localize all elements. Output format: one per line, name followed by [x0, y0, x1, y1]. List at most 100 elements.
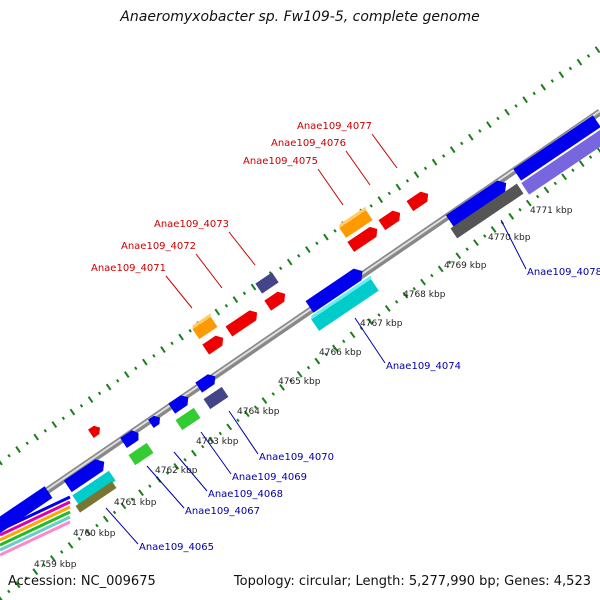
tick-mark: [32, 568, 39, 576]
tick-mark: [69, 408, 76, 416]
gene-arrow-green: [175, 407, 201, 431]
tick-mark: [306, 365, 311, 370]
tick-mark: [105, 383, 112, 391]
tick-mark: [413, 171, 420, 179]
kbp-label: 4763 kbp: [196, 437, 239, 447]
tick-mark: [236, 418, 240, 423]
leader-line: [146, 465, 185, 509]
gene-arrow-olive: [75, 481, 117, 513]
tick-mark: [97, 391, 102, 396]
topology-text: Topology: circular; Length: 5,277,990 bp…: [233, 574, 591, 589]
stripe-green: [0, 510, 71, 547]
gene-arrow-gray: [450, 183, 524, 239]
gene-label-bottom: Anae109_4074: [386, 361, 461, 372]
tick-mark: [447, 260, 452, 265]
tick-mark: [594, 46, 600, 54]
tick-mark: [243, 410, 250, 418]
gene-arrow-red: [347, 226, 378, 252]
tick-mark: [25, 441, 29, 446]
tick-mark: [33, 433, 40, 441]
tick-mark: [490, 226, 497, 233]
tick-mark: [324, 352, 328, 357]
gene-arrow-cyan: [72, 470, 116, 506]
tick-mark: [342, 339, 346, 344]
inner-tick-track: [0, 147, 600, 600]
gene-arrow-cyan: [311, 275, 379, 331]
figure-title: Anaeromyxobacter sp. Fw109-5, complete g…: [120, 9, 480, 25]
tick-mark: [95, 523, 99, 528]
gene-label-bottom: Anae109_4067: [185, 506, 260, 517]
tick-mark: [85, 528, 92, 536]
tick-mark: [588, 155, 593, 159]
tick-mark: [384, 305, 391, 312]
tick-mark: [455, 252, 462, 260]
tick-mark: [43, 428, 47, 433]
tick-mark: [24, 576, 29, 581]
leader-line: [165, 275, 193, 309]
tick-mark: [242, 291, 247, 296]
kbp-label: 4764 kbp: [237, 407, 280, 417]
tick-mark: [296, 370, 303, 378]
tick-mark: [323, 233, 329, 241]
tick-mark: [253, 405, 258, 409]
tick-mark: [496, 116, 500, 121]
tick-mark: [42, 563, 46, 567]
tick-mark: [387, 191, 391, 196]
genome-backbone: [0, 109, 600, 526]
tick-mark: [142, 358, 148, 366]
reverse-strand-genes: [0, 129, 600, 534]
leader-line: [345, 150, 371, 186]
gene-arrow-red: [378, 210, 401, 231]
gene-arrow-red: [202, 335, 224, 355]
gene-label-bottom: Anae109_4068: [208, 489, 283, 500]
tick-mark: [134, 366, 138, 371]
gene-arrow-lavender: [521, 129, 600, 195]
leader-line: [173, 451, 208, 492]
gene-label-top: Anae109_4073: [154, 219, 229, 230]
tick-mark: [173, 462, 180, 470]
tick-mark: [395, 183, 402, 191]
leader-line: [228, 410, 259, 455]
tick-mark: [518, 207, 522, 212]
kbp-label: 4767 kbp: [360, 319, 403, 329]
tick-mark: [586, 54, 591, 58]
tick-mark: [286, 258, 293, 266]
tick-mark: [449, 146, 456, 154]
gene-arrow-blue: [63, 459, 105, 493]
tick-mark: [369, 204, 373, 208]
tick-mark: [578, 160, 585, 168]
tick-mark: [377, 313, 381, 317]
tick-mark: [87, 396, 94, 403]
leader-line: [228, 231, 256, 266]
kbp-label: 4769 kbp: [444, 261, 487, 271]
tick-mark: [188, 329, 192, 333]
tick-mark: [297, 254, 301, 258]
gene-arrow-red: [225, 310, 258, 337]
gene-arrow-orange: [339, 206, 373, 238]
gene-label-bottom: Anae109_4070: [259, 452, 334, 463]
tick-mark: [514, 104, 518, 108]
kbp-label: 4761 kbp: [114, 498, 157, 508]
tick-mark: [271, 392, 275, 396]
tick-mark: [486, 121, 492, 129]
tick-mark: [349, 331, 356, 339]
tick-mark: [123, 371, 130, 378]
leader-line: [317, 168, 344, 206]
tick-mark: [278, 266, 283, 271]
tick-mark: [49, 555, 56, 562]
tick-mark: [51, 421, 58, 428]
tick-mark: [367, 318, 374, 325]
tick-mark: [402, 291, 409, 299]
tick-mark: [473, 239, 479, 247]
gene-arrow-blue: [513, 115, 600, 181]
gene-label-top: Anae109_4072: [121, 241, 196, 252]
gene-arrow-navy: [255, 272, 279, 294]
tick-mark: [561, 173, 567, 181]
tick-mark: [508, 212, 515, 220]
tick-mark: [14, 581, 21, 589]
leader-line: [105, 507, 139, 545]
tick-mark: [67, 541, 74, 549]
tick-mark: [79, 403, 84, 408]
tick-mark: [0, 596, 3, 600]
